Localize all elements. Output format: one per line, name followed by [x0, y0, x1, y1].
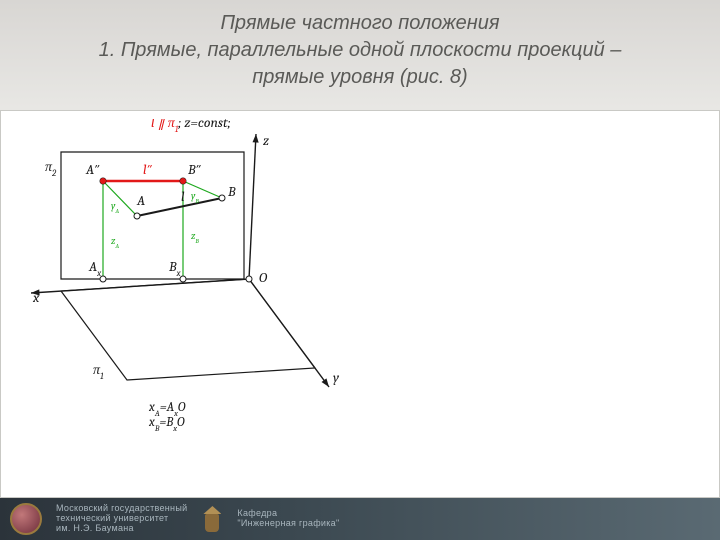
svg-text:A: A	[136, 192, 145, 209]
content-area: l ∥ π1; z=const; z x y O A″ B″ A Bl l″ π2 π1 Ax Bx yA y…	[0, 110, 720, 498]
svg-text:Bx: Bx	[168, 258, 182, 279]
svg-text:B″: B″	[187, 161, 202, 178]
svg-text:zA: zA	[111, 235, 119, 250]
svg-text:l ∥ π1; z=const;: l ∥ π1; z=const;	[151, 119, 231, 135]
university-name: Московский государственный технический у…	[56, 504, 187, 534]
svg-text:π1: π1	[93, 361, 104, 382]
slide-footer: Московский государственный технический у…	[0, 498, 720, 540]
title-line-3: прямые уровня (рис. 8)	[0, 64, 720, 91]
svg-text:yA: yA	[111, 200, 119, 215]
svg-text:π2: π2	[45, 158, 57, 179]
department-icon	[201, 506, 223, 532]
svg-text:O: O	[259, 269, 268, 286]
svg-text:z: z	[263, 132, 269, 149]
svg-text:Ax: Ax	[88, 258, 102, 279]
university-emblem-icon	[10, 503, 42, 535]
department-name: Кафедра "Инженерная графика"	[237, 509, 339, 529]
geometry-diagram: l ∥ π1; z=const; z x y O A″ B″ A Bl l″ π2 π1 Ax Bx yA y…	[31, 119, 341, 449]
svg-text:x: x	[32, 289, 40, 306]
svg-text:l: l	[181, 188, 185, 205]
svg-text:l″: l″	[143, 161, 153, 178]
slide-title: Прямые частного положения 1. Прямые, пар…	[0, 0, 720, 91]
title-line-1: Прямые частного положения	[0, 10, 720, 37]
svg-text:xB=BxO: xB=BxO	[148, 415, 185, 434]
svg-text:y: y	[333, 369, 340, 386]
svg-text:zB: zB	[191, 230, 199, 245]
svg-text:B: B	[227, 183, 236, 200]
svg-text:A″: A″	[85, 161, 100, 178]
title-line-2: 1. Прямые, параллельные одной плоскости …	[0, 37, 720, 64]
svg-text:yB: yB	[191, 190, 199, 205]
